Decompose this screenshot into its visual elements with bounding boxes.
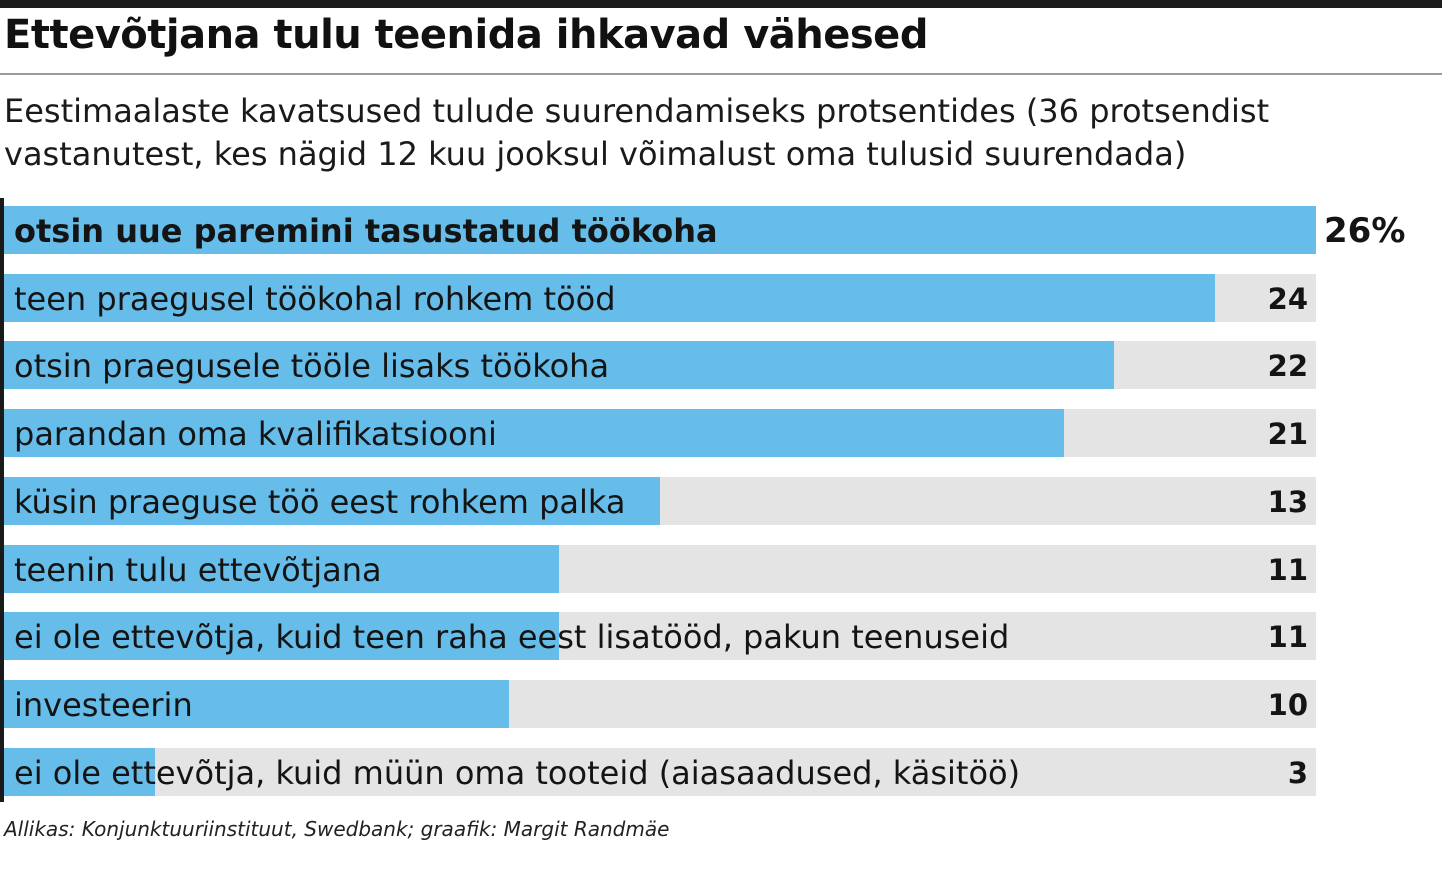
value-label: 22	[1267, 349, 1308, 383]
bar	[4, 206, 1316, 254]
bar	[4, 477, 660, 525]
bar-row: otsin praegusele tööle lisaks töökoha 22	[4, 341, 1316, 389]
value-label: 13	[1267, 485, 1308, 519]
bar	[4, 612, 559, 660]
chart-title: Ettevõtjana tulu teenida ihkavad vähesed	[4, 12, 928, 58]
bar-row: ei ole ettevõtja, kuid teen raha eest li…	[4, 612, 1316, 660]
bar-row: teen praegusel töökohal rohkem tööd 24	[4, 274, 1316, 322]
value-label: 11	[1267, 553, 1308, 587]
category-label: teenin tulu ettevõtjana	[14, 551, 382, 589]
title-divider	[0, 73, 1442, 75]
source-note: Allikas: Konjunktuuriinstituut, Swedbank…	[4, 817, 670, 841]
bar-row: küsin praeguse töö eest rohkem palka 13	[4, 477, 1316, 525]
top-border	[0, 0, 1442, 8]
bar	[4, 680, 509, 728]
category-label: ei ole ettevõtja, kuid teen raha eest li…	[14, 618, 1010, 656]
category-label: küsin praeguse töö eest rohkem palka	[14, 483, 626, 521]
category-label: otsin praegusele tööle lisaks töökoha	[14, 347, 610, 385]
bar-row: parandan oma kvalifikatsiooni 21	[4, 409, 1316, 457]
value-label: 10	[1267, 688, 1308, 722]
category-label: teen praegusel töökohal rohkem tööd	[14, 280, 616, 318]
category-label: ei ole ettevõtja, kuid müün oma tooteid …	[14, 754, 1021, 792]
y-axis-line	[0, 198, 4, 802]
bar	[4, 341, 1114, 389]
value-label: 3	[1287, 756, 1308, 790]
value-label: 11	[1267, 620, 1308, 654]
bar-row: investeerin 10	[4, 680, 1316, 728]
category-label: parandan oma kvalifikatsiooni	[14, 415, 497, 453]
bar	[4, 545, 559, 593]
bar-row: ei ole ettevõtja, kuid müün oma tooteid …	[4, 748, 1316, 796]
value-label: 21	[1267, 417, 1308, 451]
bar-row: teenin tulu ettevõtjana 11	[4, 545, 1316, 593]
chart-subtitle: Eestimaalaste kavatsused tulude suurenda…	[4, 92, 1270, 173]
bar	[4, 748, 155, 796]
value-label: 24	[1267, 282, 1308, 316]
category-label: otsin uue paremini tasustatud töökoha	[14, 212, 718, 250]
bar	[4, 409, 1064, 457]
value-label: 26%	[1324, 211, 1406, 251]
category-label: investeerin	[14, 686, 193, 724]
bar	[4, 274, 1215, 322]
bar-row: otsin uue paremini tasustatud töökoha 26%	[4, 206, 1405, 254]
bar-track	[4, 748, 1316, 796]
